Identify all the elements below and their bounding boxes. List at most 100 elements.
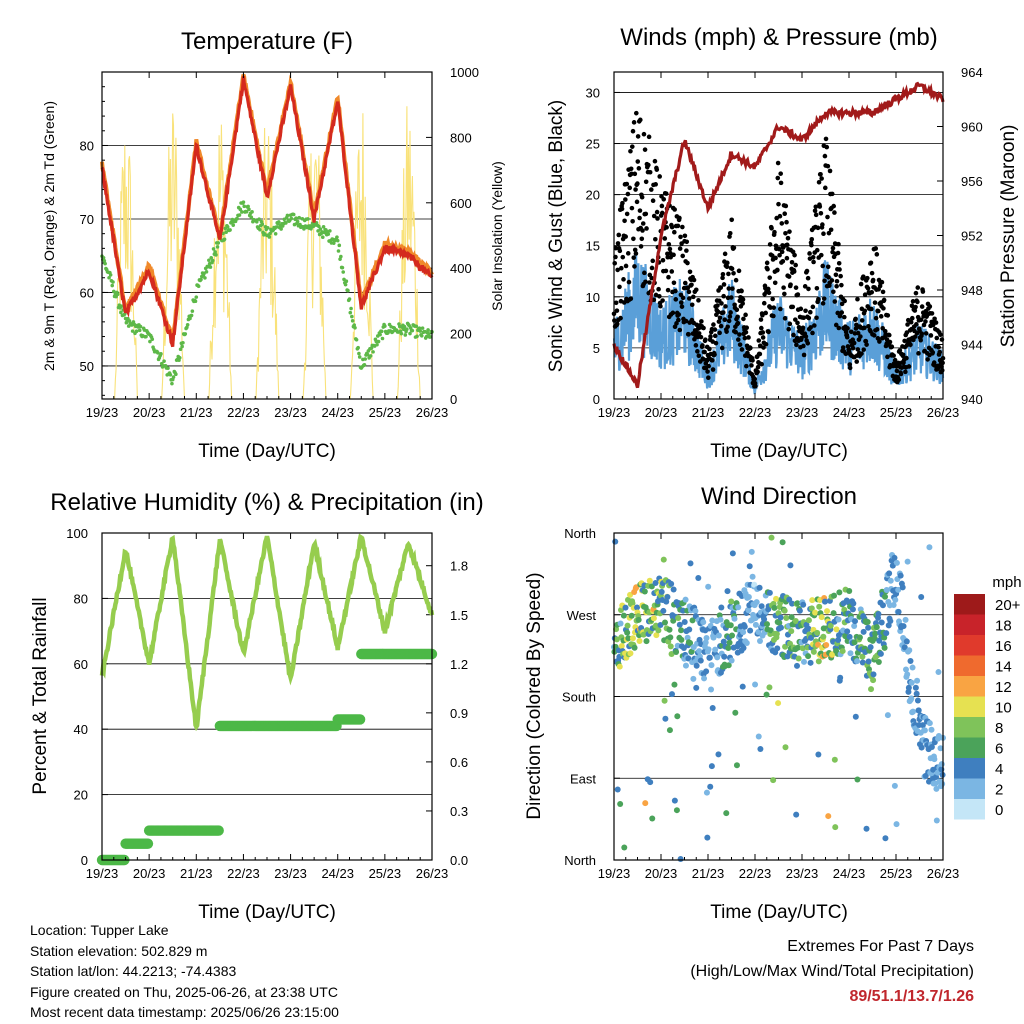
wind-gust-point [708, 334, 713, 339]
humidity-y2tick-label: 0.6 [450, 755, 468, 770]
wind-gust-point [839, 310, 845, 315]
direction-point [893, 821, 900, 828]
wind-gust-point [842, 314, 847, 320]
wind-gust-point [936, 344, 941, 350]
wind-gust-point [713, 340, 719, 346]
dewpoint-point [228, 228, 232, 232]
direction-point [755, 628, 762, 635]
wind-gust-point [848, 329, 854, 335]
direction-point [718, 604, 725, 611]
wind-gust-point [804, 268, 810, 274]
dewpoint-point [194, 295, 199, 299]
humidity-ytick-label: 0 [81, 853, 88, 868]
direction-point [763, 621, 770, 628]
wind-gust-point [782, 211, 788, 216]
direction-point [657, 621, 664, 628]
humidity-xtick-label: 20/23 [133, 866, 166, 881]
dewpoint-point [237, 213, 242, 217]
direction-point [682, 596, 689, 603]
direction-point [849, 606, 856, 613]
direction-point [768, 534, 775, 541]
wind-gust-point [823, 136, 829, 142]
wind-gust-point [666, 274, 671, 280]
wind-gust-point [639, 236, 645, 242]
dewpoint-point [321, 224, 326, 229]
dewpoint-point [203, 276, 207, 280]
direction-point [671, 797, 678, 804]
humidity-xtick-label: 25/23 [369, 866, 402, 881]
wind-gust-point [828, 227, 834, 233]
direction-point [735, 604, 742, 611]
wind-gust-point [639, 194, 645, 200]
direction-point [904, 558, 911, 565]
temperature-xtick-label: 22/23 [227, 405, 260, 420]
direction-point [627, 650, 634, 657]
wind-gust-point [908, 319, 914, 325]
direction-point [939, 780, 946, 787]
legend-swatch [954, 696, 985, 717]
wind-gust-point [650, 258, 656, 264]
wind-gust-point [822, 153, 828, 159]
wind-gust-point [733, 277, 739, 283]
dewpoint-point [189, 313, 194, 318]
wind-gust-point [676, 312, 682, 317]
wind-gust-point [696, 298, 701, 303]
wind-gust-point [814, 247, 820, 253]
dewpoint-point [119, 310, 123, 315]
dewpoint-point [208, 265, 213, 269]
wind-gust-point [805, 340, 811, 346]
humidity-ytick-label: 40 [74, 722, 88, 737]
direction-point [814, 629, 821, 636]
direction-point [647, 779, 654, 786]
wind-gust-point [835, 250, 841, 256]
direction-point [662, 715, 669, 722]
direction-point [914, 697, 921, 704]
direction-point [717, 616, 724, 623]
wind-gust-point [683, 318, 689, 324]
wind-gust-point [809, 236, 815, 242]
dewpoint-point [371, 350, 375, 354]
wind-gust-point [900, 352, 906, 358]
wind-gust-point [866, 324, 871, 329]
wind-gust-point [616, 232, 622, 238]
wind-gust-point [621, 277, 626, 282]
direction-point [616, 663, 623, 670]
dewpoint-point [274, 225, 279, 229]
wind-gust-point [726, 318, 732, 324]
dewpoint-point [318, 227, 323, 231]
wind-gust-point [779, 221, 785, 226]
wind-gust-point [755, 369, 760, 375]
direction-point [903, 638, 910, 645]
legend-label: 8 [995, 720, 1003, 737]
wind-gust-point [808, 325, 813, 330]
direction-point [909, 664, 916, 671]
wind-gust-point [805, 275, 811, 281]
wind-gust-point [646, 162, 651, 168]
direction-point [915, 707, 922, 714]
direction-point [787, 640, 794, 647]
legend-swatch [954, 635, 985, 656]
dewpoint-point [238, 207, 243, 212]
dewpoint-point [185, 322, 190, 327]
dewpoint-point [337, 243, 342, 248]
direction-point [846, 588, 853, 595]
wind-gust-point [670, 310, 676, 316]
direction-point [852, 713, 859, 720]
dewpoint-point [317, 224, 321, 229]
wind-gust-point [744, 325, 749, 330]
direction-point [909, 708, 916, 715]
wind-gust-point [765, 266, 770, 272]
temperature-xtick-label: 25/23 [369, 405, 402, 420]
wind-gust-point [782, 291, 787, 297]
dewpoint-point [399, 331, 404, 336]
dewpoint-point [365, 352, 370, 357]
direction-point [714, 654, 721, 661]
wind-gust-point [933, 320, 939, 325]
dewpoint-point [249, 215, 254, 220]
direction-point [640, 631, 647, 638]
direction-point [753, 599, 760, 606]
temperature-ytick-label: 50 [80, 359, 94, 374]
direction-point [809, 597, 816, 604]
direction-point [667, 643, 674, 650]
dewpoint-point [181, 340, 185, 345]
